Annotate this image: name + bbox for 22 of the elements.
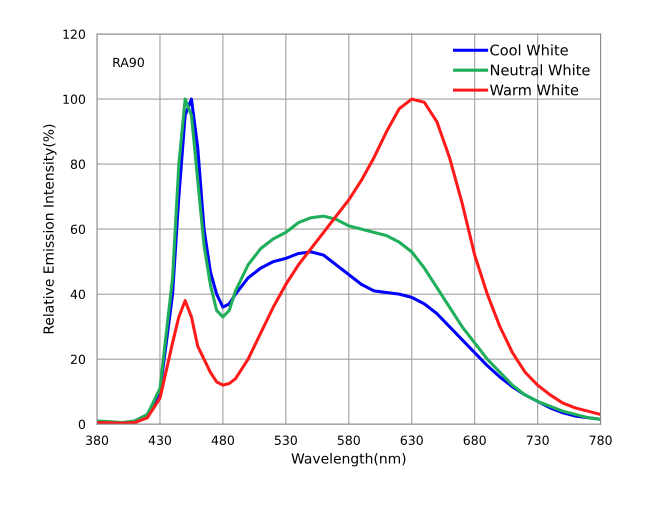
y-axis-title: Relative Emission Intensity(%) — [43, 124, 56, 334]
y-tick-label: 40 — [70, 290, 86, 300]
y-tick-label: 100 — [63, 94, 86, 104]
y-tick-label: 0 — [78, 420, 86, 430]
x-axis-title: Wavelength(nm) — [291, 452, 406, 466]
legend-label: Neutral White — [490, 64, 590, 76]
annotation: RA90 — [113, 58, 144, 68]
x-tick-label: 780 — [590, 436, 612, 445]
x-tick-label: 530 — [274, 436, 297, 445]
x-tick-label: 480 — [212, 436, 234, 445]
x-tick-label: 730 — [526, 436, 549, 445]
y-tick-label: 80 — [70, 160, 86, 170]
x-tick-label: 580 — [338, 436, 360, 445]
x-tick-label: 630 — [400, 436, 423, 445]
x-tick-label: 430 — [148, 436, 172, 445]
y-tick-label: 20 — [70, 354, 86, 364]
legend-label: Warm White — [490, 84, 578, 96]
y-tick-label: 60 — [70, 224, 86, 234]
x-tick-label: 380 — [86, 436, 108, 445]
x-tick-label: 680 — [464, 436, 486, 445]
y-tick-label: 120 — [63, 30, 86, 39]
legend-label: Cool White — [490, 44, 568, 56]
